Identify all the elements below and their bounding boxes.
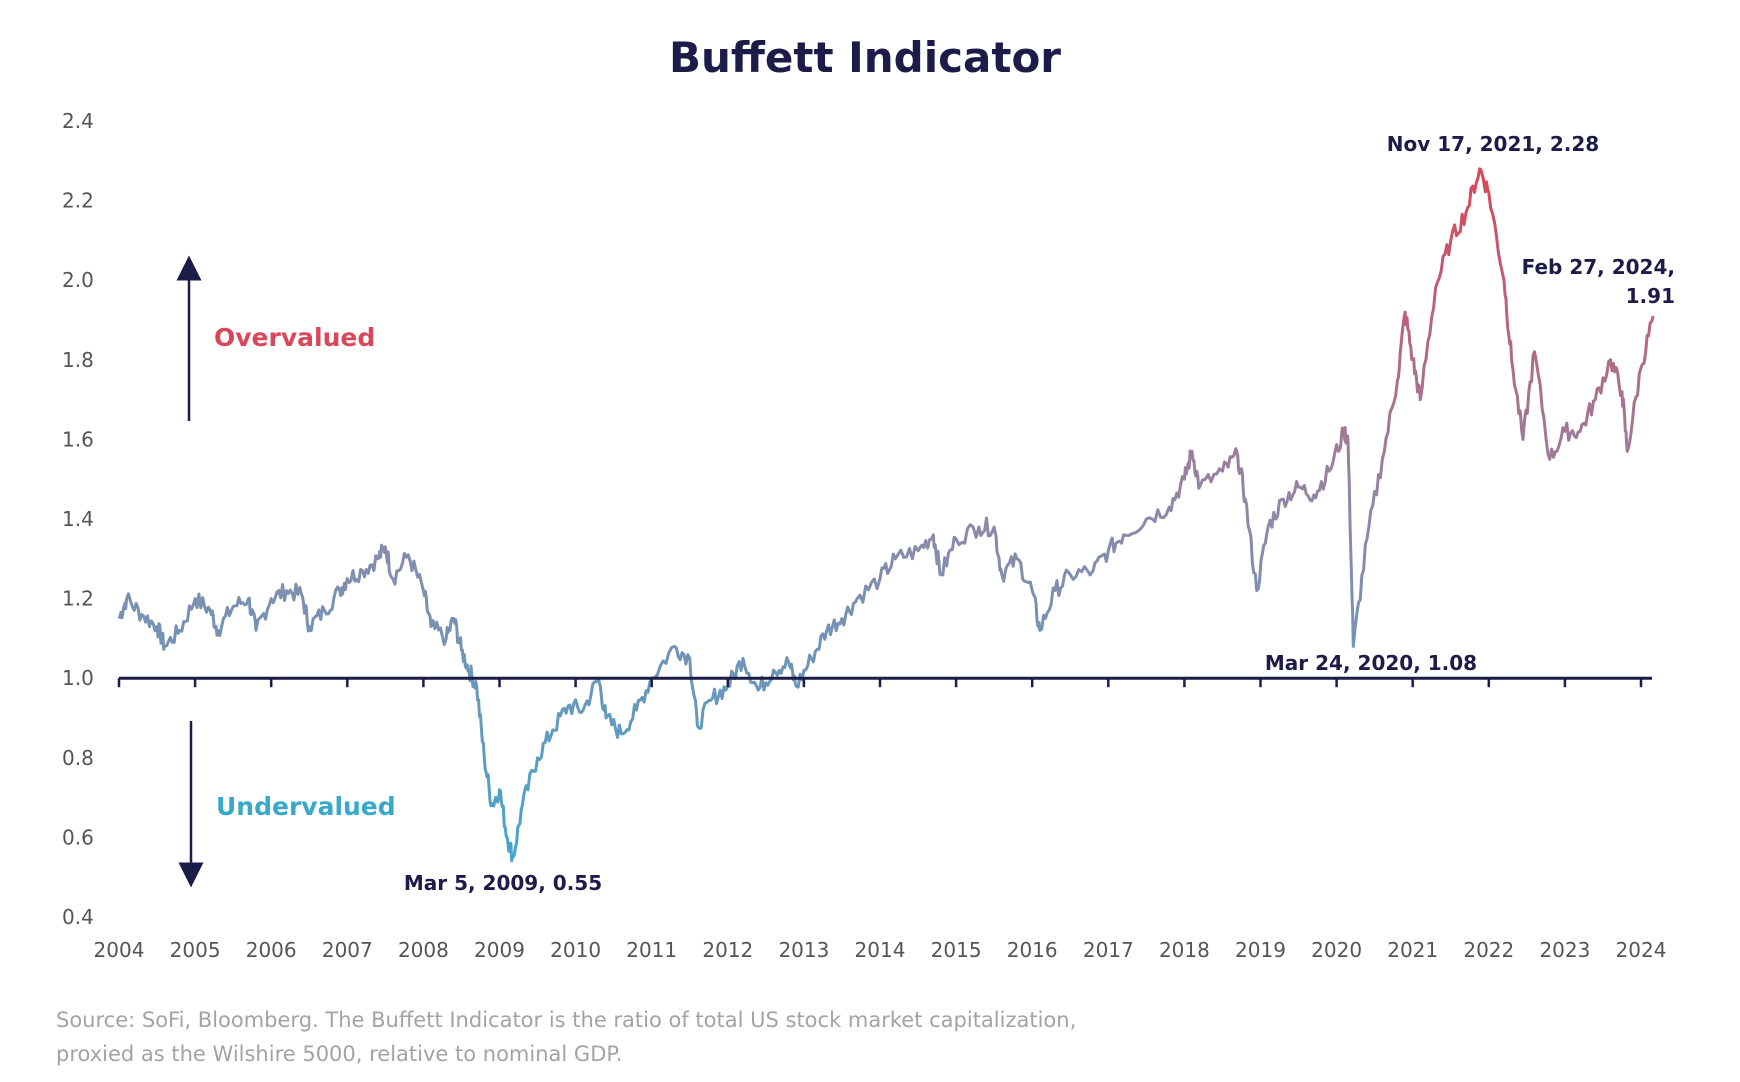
x-tick-label: 2014 [855, 938, 906, 962]
annotation-latest-line2: 1.91 [1626, 284, 1675, 308]
y-tick-label: 2.0 [62, 268, 94, 292]
series-line [117, 167, 1655, 863]
x-tick-label: 2012 [702, 938, 753, 962]
x-tick-label: 2024 [1616, 938, 1667, 962]
y-tick-label: 2.2 [62, 189, 94, 213]
y-tick-label: 1.8 [62, 348, 94, 372]
y-tick-label: 1.6 [62, 427, 94, 451]
x-tick-label: 2007 [322, 938, 373, 962]
chart-title: Buffett Indicator [669, 33, 1061, 82]
annotation-latest-line1: Feb 27, 2024, [1522, 255, 1675, 279]
overvalued-label: Overvalued [214, 323, 375, 352]
y-tick-label: 1.0 [62, 666, 94, 690]
x-tick-label: 2006 [246, 938, 297, 962]
source-note-line2: proxied as the Wilshire 5000, relative t… [56, 1042, 623, 1066]
x-tick-label: 2010 [550, 938, 601, 962]
x-tick-label: 2016 [1007, 938, 1058, 962]
y-tick-label: 0.8 [62, 746, 94, 770]
annotation-peak: Nov 17, 2021, 2.28 [1387, 132, 1599, 156]
x-tick-label: 2022 [1463, 938, 1514, 962]
x-tick-label: 2017 [1083, 938, 1134, 962]
x-tick-label: 2023 [1539, 938, 1590, 962]
y-tick-label: 2.4 [62, 109, 94, 133]
y-tick-label: 1.2 [62, 587, 94, 611]
buffett-indicator-chart: Buffett Indicator 2.4 2.2 2.0 1.8 1.6 1.4 1.2 1… [62, 33, 1675, 962]
annotation-covid-low: Mar 24, 2020, 1.08 [1265, 651, 1477, 675]
y-tick-label: 0.4 [62, 905, 94, 929]
x-tick-label: 2013 [778, 938, 829, 962]
x-tick-label: 2015 [931, 938, 982, 962]
x-tick-label: 2005 [170, 938, 221, 962]
x-tick-label: 2009 [474, 938, 525, 962]
x-tick-label: 2019 [1235, 938, 1286, 962]
x-tick-label: 2011 [626, 938, 677, 962]
y-tick-label: 1.4 [62, 507, 94, 531]
annotation-gfc-low: Mar 5, 2009, 0.55 [404, 871, 602, 895]
undervalued-label: Undervalued [216, 792, 396, 821]
x-tick-label: 2008 [398, 938, 449, 962]
y-tick-label: 0.6 [62, 825, 94, 849]
x-tick-label: 2020 [1311, 938, 1362, 962]
x-tick-label: 2018 [1159, 938, 1210, 962]
x-tick-label: 2004 [94, 938, 145, 962]
x-tick-label: 2021 [1387, 938, 1438, 962]
source-note-line1: Source: SoFi, Bloomberg. The Buffett Ind… [56, 1008, 1077, 1032]
